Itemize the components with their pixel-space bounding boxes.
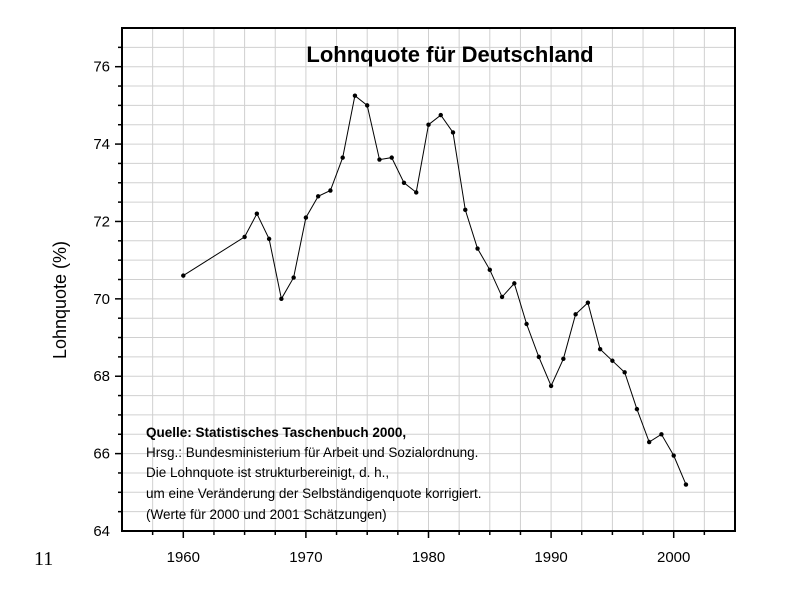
data-point <box>450 130 456 135</box>
annotation-line: (Werte für 2000 und 2001 Schätzungen) <box>146 507 387 522</box>
x-tick-label: 1990 <box>534 549 567 566</box>
data-point <box>377 157 382 162</box>
series-lohnquote <box>181 93 689 487</box>
x-tick-label: 1960 <box>167 549 200 566</box>
data-point <box>352 93 358 98</box>
data-point <box>463 207 468 213</box>
annotation-line: Quelle: Statistisches Taschenbuch 2000, <box>146 425 406 440</box>
slide-number: 11 <box>34 548 54 570</box>
data-point <box>181 273 186 278</box>
data-point <box>389 155 394 160</box>
data-point <box>683 482 689 487</box>
x-tick-label: 1970 <box>289 549 322 566</box>
data-point <box>242 234 247 240</box>
data-point <box>610 358 615 363</box>
x-tick-label: 1980 <box>412 549 445 566</box>
data-point <box>254 211 260 216</box>
annotation-line: Hrsg.: Bundesministerium für Arbeit und … <box>146 445 478 460</box>
x-tick-label: 2000 <box>657 549 690 566</box>
data-point <box>671 453 676 458</box>
data-point <box>426 122 431 127</box>
data-point <box>634 406 640 412</box>
data-point <box>414 190 419 195</box>
grid <box>122 28 735 531</box>
data-point <box>585 300 591 305</box>
y-axis-label: Lohnquote (%) <box>50 241 70 359</box>
data-point <box>548 383 554 389</box>
data-point <box>659 432 664 437</box>
y-tick-label: 72 <box>93 213 110 230</box>
y-tick-label: 68 <box>93 368 110 385</box>
x-axis-ticks: 1960 1970 1980 1990 2000 <box>151 531 706 566</box>
chart-title: Lohnquote für Deutschland <box>306 42 593 67</box>
annotation-line: Die Lohnquote ist strukturbereinigt, d. … <box>146 465 389 480</box>
data-point <box>561 356 566 362</box>
data-point <box>512 281 517 286</box>
data-point <box>315 194 321 199</box>
data-point <box>646 439 652 445</box>
y-tick-label: 74 <box>93 136 110 153</box>
data-point <box>438 112 443 118</box>
annotation-line: um eine Veränderung der Selbständigenquo… <box>146 486 481 501</box>
data-point <box>266 236 272 242</box>
series-line <box>183 94 687 485</box>
data-point <box>536 354 542 360</box>
y-tick-label: 66 <box>93 446 110 463</box>
data-point <box>303 215 309 220</box>
source-annotation: Quelle: Statistisches Taschenbuch 2000, … <box>146 425 481 522</box>
data-point <box>328 188 333 193</box>
y-tick-label: 76 <box>93 59 110 76</box>
data-point <box>475 246 480 251</box>
data-point <box>365 103 370 108</box>
data-point <box>622 370 627 375</box>
data-point <box>573 312 578 317</box>
y-tick-label: 70 <box>93 291 110 308</box>
y-tick-label: 64 <box>93 523 110 540</box>
data-point <box>524 321 529 327</box>
data-point <box>487 267 492 273</box>
data-point <box>279 296 284 302</box>
data-point <box>340 155 345 160</box>
data-point <box>499 294 505 300</box>
data-point <box>291 275 296 280</box>
data-point <box>597 346 603 352</box>
y-axis-ticks: 64 66 68 70 72 74 76 <box>93 46 122 540</box>
data-point <box>401 180 407 185</box>
